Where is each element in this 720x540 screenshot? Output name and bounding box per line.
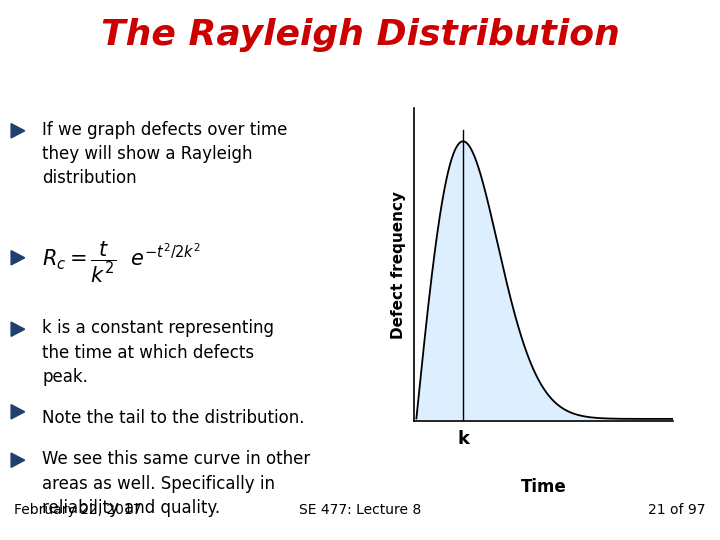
Polygon shape xyxy=(11,124,24,138)
Text: Note the tail to the distribution.: Note the tail to the distribution. xyxy=(42,409,305,427)
Text: The Rayleigh Distribution: The Rayleigh Distribution xyxy=(101,18,619,52)
Text: 21 of 97: 21 of 97 xyxy=(648,503,706,517)
Text: If we graph defects over time
they will show a Rayleigh
distribution: If we graph defects over time they will … xyxy=(42,121,287,187)
Text: Time: Time xyxy=(521,478,567,496)
Text: We see this same curve in other
areas as well. Specifically in
reliability and q: We see this same curve in other areas as… xyxy=(42,450,310,517)
Polygon shape xyxy=(11,322,24,336)
Polygon shape xyxy=(11,453,24,467)
Y-axis label: Defect frequency: Defect frequency xyxy=(391,191,405,339)
Text: k: k xyxy=(457,430,469,448)
Polygon shape xyxy=(11,251,24,265)
Text: February 22, 2017: February 22, 2017 xyxy=(14,503,142,517)
Text: $R_c = \dfrac{t}{k^2}\ \ e^{-t^2/2k^2}$: $R_c = \dfrac{t}{k^2}\ \ e^{-t^2/2k^2}$ xyxy=(42,240,201,285)
Text: SE 477: Lecture 8: SE 477: Lecture 8 xyxy=(299,503,421,517)
Text: k is a constant representing
the time at which defects
peak.: k is a constant representing the time at… xyxy=(42,319,274,386)
Polygon shape xyxy=(11,404,24,419)
